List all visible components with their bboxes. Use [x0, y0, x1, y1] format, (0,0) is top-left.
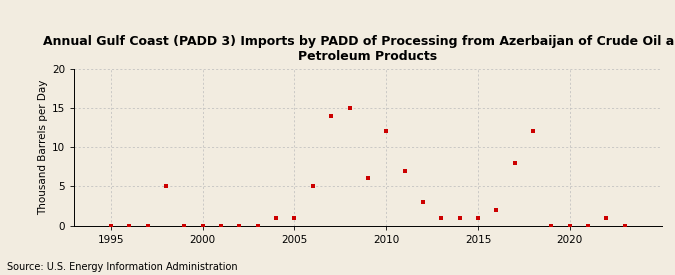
- Text: Source: U.S. Energy Information Administration: Source: U.S. Energy Information Administ…: [7, 262, 238, 272]
- Point: [344, 106, 355, 110]
- Point: [326, 114, 337, 118]
- Point: [307, 184, 318, 189]
- Point: [179, 223, 190, 228]
- Point: [234, 223, 245, 228]
- Point: [436, 216, 447, 220]
- Point: [546, 223, 557, 228]
- Point: [215, 223, 226, 228]
- Point: [271, 216, 281, 220]
- Point: [142, 223, 153, 228]
- Point: [124, 223, 135, 228]
- Point: [161, 184, 171, 189]
- Point: [105, 223, 116, 228]
- Point: [197, 223, 208, 228]
- Point: [454, 216, 465, 220]
- Point: [564, 223, 575, 228]
- Point: [472, 216, 483, 220]
- Title: Annual Gulf Coast (PADD 3) Imports by PADD of Processing from Azerbaijan of Crud: Annual Gulf Coast (PADD 3) Imports by PA…: [43, 35, 675, 64]
- Point: [399, 168, 410, 173]
- Point: [418, 200, 429, 204]
- Point: [620, 223, 630, 228]
- Point: [509, 161, 520, 165]
- Point: [289, 216, 300, 220]
- Point: [601, 216, 612, 220]
- Point: [381, 129, 392, 134]
- Point: [252, 223, 263, 228]
- Point: [491, 208, 502, 212]
- Point: [362, 176, 373, 181]
- Point: [528, 129, 539, 134]
- Y-axis label: Thousand Barrels per Day: Thousand Barrels per Day: [38, 79, 48, 215]
- Point: [583, 223, 593, 228]
